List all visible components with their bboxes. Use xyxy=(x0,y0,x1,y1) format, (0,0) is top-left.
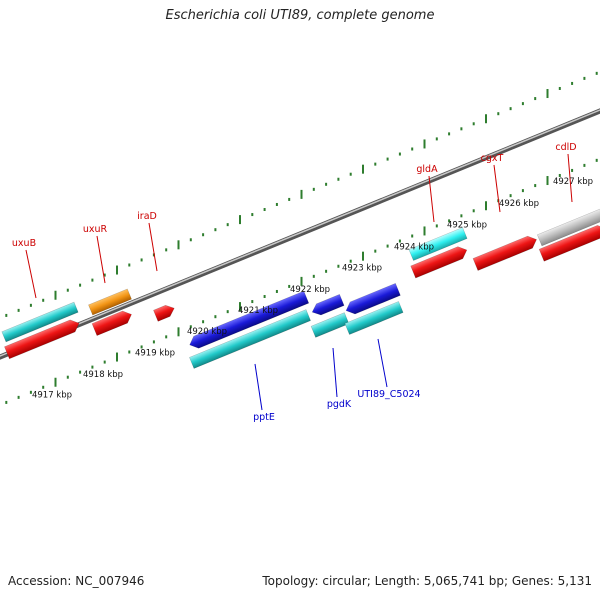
leader-line-uxuR xyxy=(96,235,106,284)
leader-line-cdlD xyxy=(567,153,573,203)
gene-label-uxuB: uxuB xyxy=(12,238,36,249)
gene-uxuB-cyan xyxy=(1,301,79,343)
gene-label-pgdK: pgdK xyxy=(327,399,352,410)
leader-line-uxuB xyxy=(25,249,37,299)
gene-label-pptE: pptE xyxy=(253,412,275,423)
scale-tick-label: 4925 kbp xyxy=(447,221,487,231)
scale-tick-label: 4918 kbp xyxy=(83,370,123,380)
lower-tick-track xyxy=(5,158,598,404)
scale-tick-label: 4921 kbp xyxy=(238,306,278,316)
genome-info-text: Topology: circular; Length: 5,065,741 bp… xyxy=(262,574,592,588)
scale-tick-label: 4926 kbp xyxy=(499,199,539,209)
leader-line-gldA xyxy=(428,175,435,223)
scale-tick-label: 4917 kbp xyxy=(32,391,72,401)
scale-tick-label: 4920 kbp xyxy=(187,327,227,337)
gene-label-cdlD: cdlD xyxy=(555,142,576,153)
leader-line-pptE xyxy=(254,363,263,411)
gene-cgxT xyxy=(472,235,537,271)
gene-pptE xyxy=(189,290,310,349)
gene-cdlD-grey xyxy=(537,207,600,247)
scale-tick-label: 4923 kbp xyxy=(342,264,382,274)
gene-gldA-cyan xyxy=(408,227,468,261)
scale-tick-label: 4927 kbp xyxy=(553,177,593,187)
accession-text: Accession: NC_007946 xyxy=(8,574,145,588)
gene-iraD xyxy=(153,305,175,322)
scale-labels: 4917 kbp 4918 kbp 4919 kbp 4920 kbp 4921 kbp… xyxy=(32,177,593,401)
gene-cdlD xyxy=(538,225,600,262)
gene-gldA xyxy=(410,246,468,279)
leader-line-UTI89_C5024 xyxy=(377,338,388,388)
gene-label-cgxT: cgxT xyxy=(481,153,504,164)
gene-label-UTI89_C5024: UTI89_C5024 xyxy=(357,389,420,400)
leader-line-iraD xyxy=(148,222,158,272)
gene-pgdK xyxy=(311,294,345,316)
gene-label-iraD: iraD xyxy=(137,211,157,222)
gene-UTI89_C5024-cyan xyxy=(344,301,404,335)
scale-tick-label: 4924 kbp xyxy=(394,242,434,252)
genome-title: Escherichia coli UTI89, complete genome xyxy=(165,8,435,23)
gene-uxuB xyxy=(4,319,80,360)
scale-tick-label: 4919 kbp xyxy=(135,348,175,358)
gene-uxuR-red xyxy=(91,310,132,336)
gene-UTI89_C5024 xyxy=(345,283,401,315)
backbone-line-outer xyxy=(0,108,600,360)
gene-label-gldA: gldA xyxy=(416,164,438,175)
backbone-line-inner xyxy=(0,109,600,357)
scale-tick-label: 4922 kbp xyxy=(290,285,330,295)
gene-pptE-cyan xyxy=(189,309,311,369)
gene-uxuR xyxy=(88,288,132,316)
leader-line-pgdK xyxy=(332,347,338,398)
leader-line-cgxT xyxy=(493,164,501,213)
gene-pgdK-cyan xyxy=(310,312,350,338)
gene-label-uxuR: uxuR xyxy=(83,224,108,235)
genome-backbone xyxy=(0,108,600,360)
gene-labels: uxuB uxuR iraD gldA cgxT cdlD pptE pgdK UTI89_C5… xyxy=(12,142,577,423)
gene-track xyxy=(1,207,600,369)
